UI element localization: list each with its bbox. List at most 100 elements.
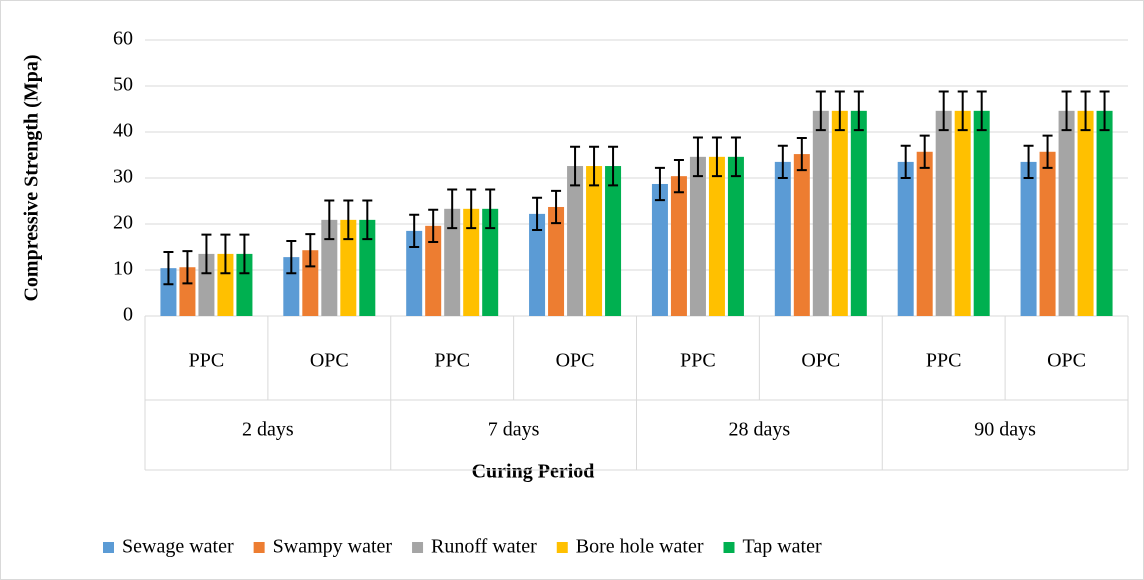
bar (236, 253, 253, 316)
legend-swatch (412, 542, 424, 553)
y-tick-label: 10 (113, 258, 133, 280)
bar (605, 166, 622, 316)
error-bar (201, 233, 212, 275)
x-tick-label: PPC (434, 350, 470, 372)
error-bar (608, 145, 619, 187)
bar (482, 208, 499, 316)
bar (708, 156, 725, 316)
bar (689, 156, 706, 316)
x-tick-label: OPC (556, 350, 595, 372)
error-bar (1099, 90, 1110, 132)
bar (425, 225, 442, 316)
error-bar (182, 250, 193, 285)
error-bar (570, 145, 581, 187)
y-tick-label: 50 (113, 74, 133, 96)
y-tick-label: 20 (113, 212, 133, 234)
bar (897, 161, 914, 316)
x-tick-label: OPC (801, 350, 840, 372)
bar (1020, 161, 1037, 316)
bar (548, 206, 565, 316)
error-bar (692, 136, 703, 178)
error-bar (286, 240, 297, 275)
bar (850, 110, 867, 316)
legend-label: Tap water (743, 536, 822, 558)
error-bar (919, 134, 930, 169)
bar (586, 166, 603, 316)
bar (359, 219, 376, 316)
bar (321, 219, 338, 316)
error-bar (551, 189, 562, 225)
bar (973, 110, 990, 316)
bar (406, 230, 423, 316)
bar (283, 257, 300, 316)
error-bar (362, 199, 373, 241)
error-bar (796, 136, 807, 172)
error-bar (938, 90, 949, 132)
bar (727, 156, 744, 316)
group-label: 2 days (242, 419, 294, 441)
legend-swatch (253, 542, 265, 553)
error-bar (428, 208, 439, 243)
y-tick-label: 60 (113, 28, 133, 50)
y-tick-label: 0 (123, 304, 133, 326)
group-label: 28 days (729, 419, 791, 441)
error-bar (777, 144, 788, 179)
error-bar (589, 145, 600, 187)
y-axis-title: Compressive Strength (Mpa) (21, 54, 43, 301)
legend-label: Sewage water (122, 536, 234, 558)
error-bar (711, 136, 722, 178)
legend-label: Bore hole water (576, 536, 704, 558)
bar (1039, 151, 1056, 316)
bar (774, 161, 791, 316)
error-bar (343, 199, 354, 241)
bar (831, 110, 848, 316)
error-bar (957, 90, 968, 132)
x-tick-label: OPC (1047, 350, 1086, 372)
error-bar (900, 144, 911, 179)
group-label: 7 days (488, 419, 540, 441)
error-bar (834, 90, 845, 132)
bar (916, 151, 933, 316)
error-bar (163, 251, 174, 286)
bar (198, 253, 215, 316)
error-bar (305, 233, 316, 268)
error-bar (239, 233, 250, 275)
bar (1096, 110, 1113, 316)
bar (793, 154, 810, 316)
bar (954, 110, 971, 316)
group-label: 90 days (974, 419, 1036, 441)
legend-label: Runoff water (431, 536, 537, 558)
x-tick-label: PPC (680, 350, 716, 372)
error-bar (654, 166, 665, 202)
bar (340, 219, 357, 316)
error-bar (220, 233, 231, 275)
error-bar (1023, 144, 1034, 179)
bar (179, 267, 196, 316)
x-axis-title: Curing Period (472, 461, 595, 483)
bar (463, 208, 480, 316)
error-bar (324, 199, 335, 241)
bar (529, 213, 546, 316)
error-bar (673, 159, 684, 194)
legend-swatch (723, 542, 735, 553)
error-bar (409, 213, 420, 248)
legend-swatch (103, 542, 114, 553)
x-tick-label: OPC (310, 350, 349, 372)
error-bar (532, 196, 543, 231)
bar (1058, 110, 1075, 316)
bar (160, 268, 177, 316)
bar (1077, 110, 1094, 316)
error-bar (853, 90, 864, 132)
error-bar (1080, 90, 1091, 132)
y-tick-label: 30 (113, 166, 133, 188)
error-bar (730, 136, 741, 178)
bar (812, 110, 829, 316)
error-bar (815, 90, 826, 132)
bar (670, 176, 687, 316)
error-bar (485, 188, 496, 230)
error-bar (447, 188, 458, 230)
bar (567, 166, 584, 316)
x-tick-label: PPC (926, 350, 962, 372)
error-bar (1042, 134, 1053, 169)
